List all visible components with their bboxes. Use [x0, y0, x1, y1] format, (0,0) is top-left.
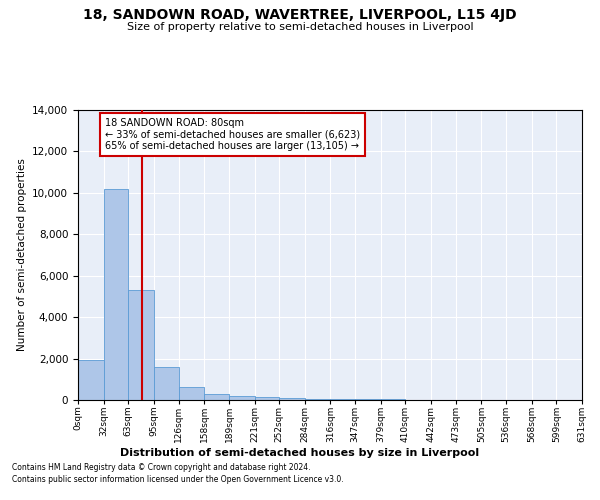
Bar — [254, 397, 279, 400]
Bar — [355, 399, 381, 400]
Bar — [78, 360, 104, 400]
Bar — [179, 386, 204, 400]
Text: 18, SANDOWN ROAD, WAVERTREE, LIVERPOOL, L15 4JD: 18, SANDOWN ROAD, WAVERTREE, LIVERPOOL, … — [83, 8, 517, 22]
Text: Size of property relative to semi-detached houses in Liverpool: Size of property relative to semi-detach… — [127, 22, 473, 32]
Text: Contains HM Land Registry data © Crown copyright and database right 2024.: Contains HM Land Registry data © Crown c… — [12, 464, 311, 472]
Bar — [279, 398, 305, 400]
Bar — [104, 188, 128, 400]
Text: Contains public sector information licensed under the Open Government Licence v3: Contains public sector information licen… — [12, 475, 344, 484]
Bar — [331, 399, 355, 400]
Bar — [204, 394, 229, 400]
Text: 18 SANDOWN ROAD: 80sqm
← 33% of semi-detached houses are smaller (6,623)
65% of : 18 SANDOWN ROAD: 80sqm ← 33% of semi-det… — [105, 118, 360, 152]
Bar — [128, 290, 154, 400]
Bar — [229, 396, 254, 400]
Y-axis label: Number of semi-detached properties: Number of semi-detached properties — [17, 158, 26, 352]
Text: Distribution of semi-detached houses by size in Liverpool: Distribution of semi-detached houses by … — [121, 448, 479, 458]
Bar — [154, 368, 179, 400]
Bar — [305, 398, 331, 400]
